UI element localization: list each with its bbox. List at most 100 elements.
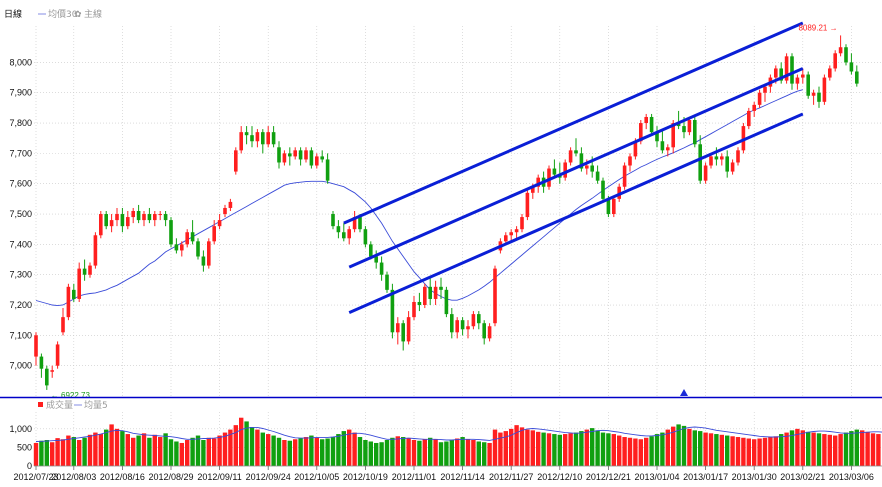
candle-body [120, 214, 125, 227]
candle-body [385, 274, 389, 290]
candle-body [309, 150, 314, 166]
candle [417, 292, 422, 312]
volume-bar [55, 438, 60, 466]
candle [55, 341, 60, 369]
mainline-legend-icon: ✿ [74, 10, 82, 20]
ma-legend-label: 均價30 [48, 8, 78, 20]
channel-line [343, 21, 804, 225]
volume-bar [87, 434, 93, 466]
volume-bar [438, 442, 444, 466]
volume-bar [681, 425, 687, 466]
volume-bar [557, 434, 562, 466]
volume-bar [249, 427, 255, 466]
candle-body [104, 214, 108, 227]
volume-bar [422, 439, 427, 466]
volume-bar [109, 424, 114, 466]
candle-body [342, 232, 346, 239]
candle [736, 147, 740, 166]
volume-bar [671, 426, 676, 466]
volume-bar [93, 432, 98, 466]
candle [504, 232, 508, 245]
volume-bar [320, 439, 325, 466]
volume-bar [584, 429, 589, 466]
volume-bar [525, 429, 530, 466]
candle-body [747, 110, 751, 127]
volume-bar [762, 437, 768, 466]
volume-bar [482, 442, 487, 466]
candle [136, 204, 141, 224]
volume-bars [33, 417, 881, 466]
volume-bar [190, 437, 195, 466]
volume-bar [217, 435, 222, 466]
candle [331, 211, 335, 230]
candle-body [277, 147, 281, 163]
volume-bar [492, 429, 498, 466]
volume-bar [152, 434, 157, 466]
candle [801, 68, 805, 84]
candle-body [774, 68, 778, 78]
candle-body [61, 317, 65, 333]
candle [223, 204, 227, 218]
candle [147, 207, 152, 224]
candle-body [34, 335, 38, 357]
x-tick-label: 2012/12/21 [586, 472, 631, 482]
candle [293, 147, 297, 160]
candle-body [455, 320, 459, 333]
volume-bar [401, 437, 406, 466]
candle [34, 332, 38, 366]
candle-body [163, 214, 168, 221]
candle-body [590, 165, 594, 172]
candle-body [93, 235, 98, 266]
volume-bar [201, 440, 206, 466]
candle [747, 107, 751, 130]
volume-bar [298, 438, 303, 466]
volume-bar [390, 437, 395, 466]
candle [493, 265, 497, 327]
candle-body [633, 141, 638, 157]
volume-bar [120, 431, 125, 466]
candle [628, 153, 632, 172]
volume-bar [795, 428, 800, 466]
candle [703, 162, 708, 184]
volume-bar [363, 440, 368, 466]
candle-body [730, 162, 735, 172]
volume-bar [806, 431, 811, 466]
candle-body [347, 229, 351, 239]
price-tick-label: 7,800 [9, 118, 32, 128]
volume-bar [163, 433, 168, 466]
candle [234, 147, 238, 175]
candle [250, 126, 254, 148]
volume-bar [617, 435, 622, 466]
candle-body [682, 126, 686, 133]
candle-body [801, 74, 805, 78]
volume-bar [719, 434, 724, 466]
candle-body [595, 171, 600, 181]
candle [709, 153, 713, 169]
volume-bar [752, 439, 757, 466]
candle [552, 159, 557, 178]
candle [261, 129, 265, 154]
candle-body [82, 268, 87, 275]
candle-body [660, 141, 665, 151]
candle-body [66, 286, 71, 318]
candle [61, 308, 65, 336]
candle-body [444, 289, 449, 315]
candle [757, 89, 762, 108]
x-tick-label: 2012/08/03 [51, 472, 96, 482]
candle [406, 311, 411, 345]
candle-body [282, 153, 287, 163]
candle [320, 150, 324, 163]
volume-bar [779, 434, 784, 466]
chart-title: 日線 [4, 8, 22, 19]
volume-bar [455, 438, 460, 466]
candle-body [698, 144, 702, 181]
volume-bar [395, 436, 400, 466]
candle-body [477, 314, 481, 324]
volume-bar [357, 437, 363, 466]
volume-bar [519, 427, 525, 466]
volume-bar [595, 430, 600, 466]
candle [277, 141, 281, 169]
candle [450, 308, 454, 339]
volume-bar [773, 436, 778, 466]
